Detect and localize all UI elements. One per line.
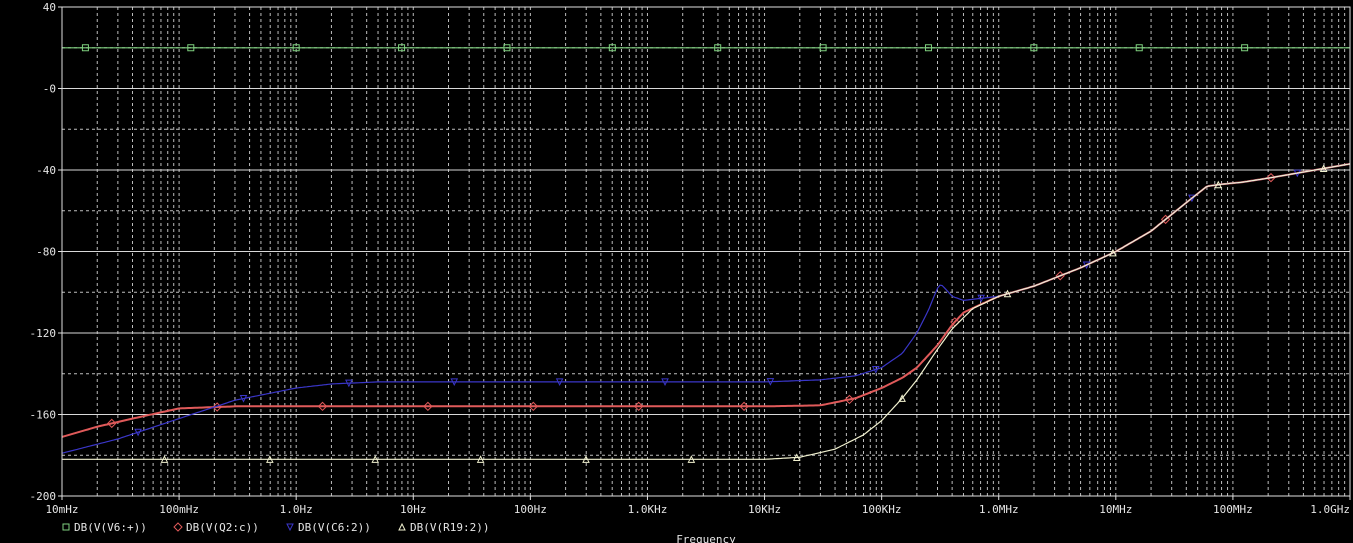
series-marker bbox=[371, 455, 380, 463]
series-marker bbox=[582, 455, 590, 463]
x-tick-label: 10Hz bbox=[400, 503, 427, 516]
x-tick-label: 100KHz bbox=[862, 503, 902, 516]
x-tick-label: 1.0GHz bbox=[1310, 503, 1350, 516]
series-marker bbox=[1135, 44, 1143, 52]
x-tick-label: 10KHz bbox=[748, 503, 781, 516]
series-marker bbox=[1030, 44, 1038, 52]
x-axis-label: Frequency bbox=[676, 533, 736, 543]
series-marker bbox=[1160, 214, 1171, 225]
y-tick-label: -0 bbox=[43, 83, 56, 96]
series-marker bbox=[898, 394, 906, 402]
x-tick-label: 100Hz bbox=[514, 503, 547, 516]
series-marker bbox=[661, 378, 669, 387]
series-marker bbox=[398, 44, 406, 52]
series-marker bbox=[739, 401, 749, 412]
series-marker bbox=[714, 44, 722, 52]
x-tick-label: 1.0Hz bbox=[280, 503, 313, 516]
series-marker bbox=[844, 394, 855, 405]
series-marker bbox=[1003, 289, 1012, 298]
series-marker bbox=[1319, 164, 1328, 172]
series-marker bbox=[555, 378, 564, 387]
series-marker bbox=[766, 378, 775, 386]
x-tick-label: 1.0KHz bbox=[628, 503, 668, 516]
series-marker bbox=[1241, 44, 1249, 52]
series-marker bbox=[345, 379, 353, 388]
x-tick-label: 10MHz bbox=[1099, 503, 1132, 516]
y-tick-label: 40 bbox=[43, 1, 56, 14]
series-marker bbox=[81, 44, 89, 52]
legend-marker bbox=[286, 523, 294, 532]
legend-marker bbox=[398, 522, 406, 531]
legend: DB(V(V6:+)) DB(V(Q2:c)) DB(V(C6:2)) DB(V(R1… bbox=[62, 521, 489, 534]
series-marker bbox=[528, 401, 538, 412]
series-marker bbox=[977, 294, 985, 303]
legend-marker bbox=[62, 523, 70, 531]
y-tick-label: -120 bbox=[30, 327, 57, 340]
y-tick-label: -40 bbox=[36, 164, 56, 177]
series-marker bbox=[134, 428, 142, 437]
series-marker bbox=[107, 418, 117, 429]
series-marker bbox=[792, 453, 801, 461]
series-marker bbox=[266, 455, 274, 463]
legend-item: DB(V(C6:2)) bbox=[286, 521, 371, 534]
series-marker bbox=[608, 44, 616, 52]
series-marker bbox=[633, 401, 644, 412]
legend-label: DB(V(V6:+)) bbox=[74, 521, 147, 534]
y-tick-label: -160 bbox=[30, 409, 57, 422]
series-marker bbox=[160, 455, 169, 463]
series-marker bbox=[423, 401, 433, 412]
series-marker bbox=[1188, 194, 1196, 203]
series-marker bbox=[1082, 261, 1091, 270]
series-marker bbox=[1266, 172, 1276, 183]
legend-label: DB(V(Q2:c)) bbox=[186, 521, 259, 534]
series-marker bbox=[1109, 248, 1117, 257]
x-axis-ticks: 10mHz 100mHz 1.0Hz 10Hz 100Hz 1.0KHz 10KHz 100K… bbox=[45, 496, 1351, 516]
y-tick-label: -200 bbox=[30, 490, 57, 503]
series-marker bbox=[239, 395, 248, 403]
series-line bbox=[62, 163, 1351, 460]
legend-marker bbox=[173, 522, 183, 532]
x-tick-label: 1.0MHz bbox=[979, 503, 1019, 516]
series-marker bbox=[317, 401, 328, 412]
x-tick-label: 10mHz bbox=[45, 503, 78, 516]
legend-label: DB(V(C6:2)) bbox=[298, 521, 371, 534]
series-marker bbox=[871, 365, 880, 374]
series-marker bbox=[503, 44, 511, 52]
y-axis-ticks: 40 -0 -40 -80 -120 -160 -200 bbox=[30, 1, 62, 503]
x-tick-label: 100mHz bbox=[159, 503, 199, 516]
series-marker bbox=[187, 44, 195, 52]
series-marker bbox=[687, 455, 696, 463]
legend-item: DB(V(R19:2)) bbox=[398, 521, 489, 534]
legend-item: DB(V(V6:+)) bbox=[62, 521, 147, 534]
y-tick-label: -80 bbox=[36, 246, 56, 259]
legend-label: DB(V(R19:2)) bbox=[410, 521, 489, 534]
series-0 bbox=[62, 44, 1350, 52]
series-marker bbox=[292, 44, 300, 52]
series-marker bbox=[819, 44, 827, 52]
series-marker bbox=[476, 455, 485, 463]
series-marker bbox=[1214, 180, 1223, 189]
series-layer bbox=[61, 44, 1351, 463]
x-tick-label: 100MHz bbox=[1213, 503, 1253, 516]
legend-item: DB(V(Q2:c)) bbox=[173, 521, 259, 534]
series-marker bbox=[450, 378, 459, 387]
series-marker bbox=[924, 44, 932, 52]
series-3 bbox=[62, 163, 1351, 463]
